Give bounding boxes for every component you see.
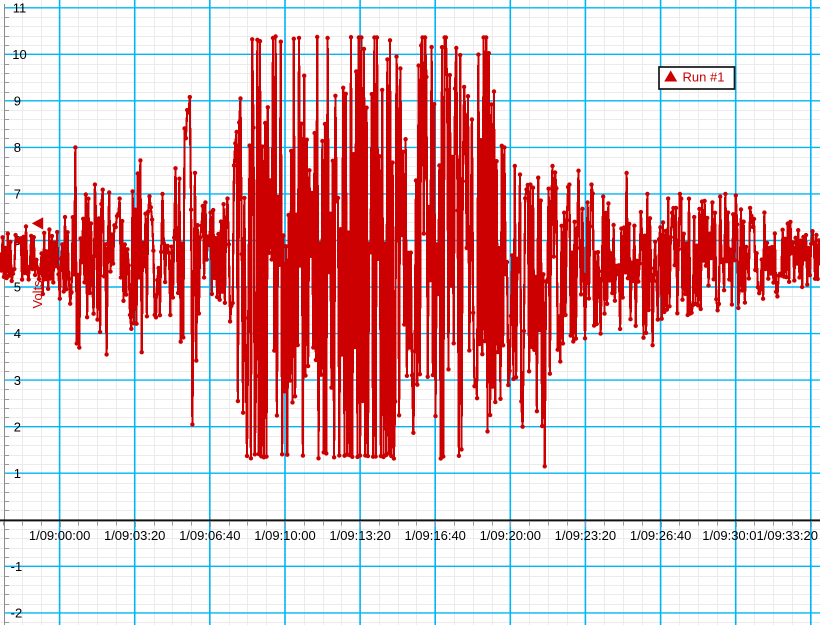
- svg-text:1/09:00:00: 1/09:00:00: [29, 528, 90, 543]
- svg-text:4: 4: [14, 326, 21, 341]
- svg-text:1/09:03:20: 1/09:03:20: [104, 528, 165, 543]
- svg-text:Run #1: Run #1: [683, 70, 725, 85]
- svg-text:1/09:33:20: 1/09:33:20: [757, 528, 818, 543]
- svg-text:Volts: Volts: [30, 280, 45, 309]
- svg-text:3: 3: [14, 373, 21, 388]
- svg-text:10: 10: [12, 47, 26, 62]
- svg-text:5: 5: [14, 280, 21, 295]
- svg-text:1/09:26:40: 1/09:26:40: [630, 528, 691, 543]
- svg-text:8: 8: [14, 140, 21, 155]
- svg-text:1/09:23:20: 1/09:23:20: [555, 528, 616, 543]
- svg-text:1/09:20:00: 1/09:20:00: [480, 528, 541, 543]
- svg-text:1/09:13:20: 1/09:13:20: [329, 528, 390, 543]
- svg-text:9: 9: [14, 93, 21, 108]
- svg-text:7: 7: [14, 187, 21, 202]
- svg-text:1: 1: [14, 466, 21, 481]
- svg-text:-1: -1: [11, 559, 23, 574]
- svg-text:1/09:30:0: 1/09:30:0: [702, 528, 756, 543]
- svg-text:-2: -2: [11, 606, 23, 621]
- svg-text:2: 2: [14, 419, 21, 434]
- svg-text:1/09:16:40: 1/09:16:40: [404, 528, 465, 543]
- svg-text:1/09:06:40: 1/09:06:40: [179, 528, 240, 543]
- svg-text:1/09:10:00: 1/09:10:00: [254, 528, 315, 543]
- svg-text:11: 11: [13, 0, 27, 15]
